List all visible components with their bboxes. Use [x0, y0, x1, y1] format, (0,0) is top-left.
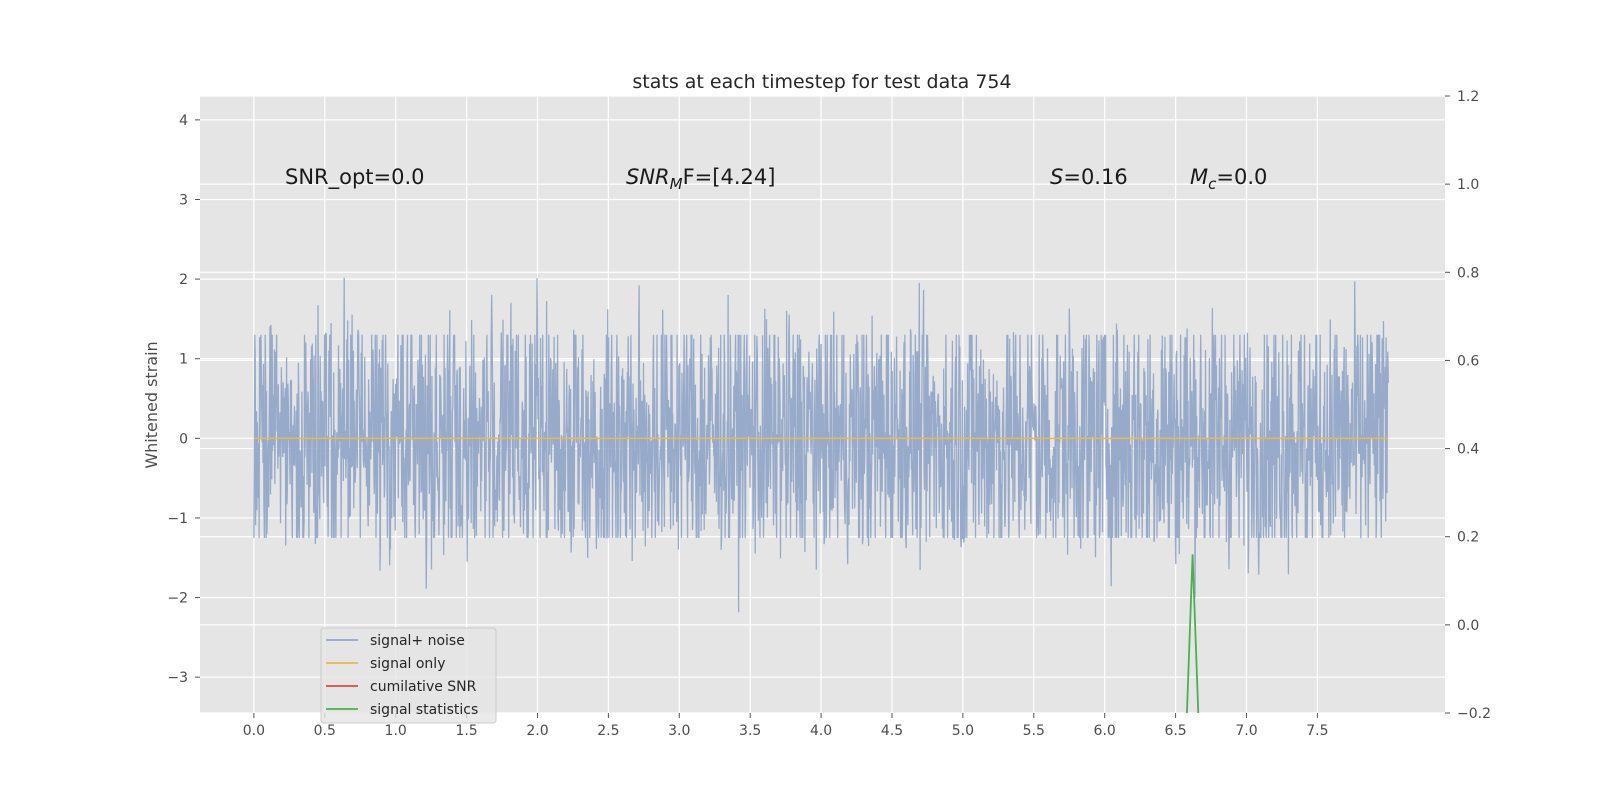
x-tick-label: 1.5	[455, 723, 477, 739]
y2-tick-label: 0.0	[1457, 618, 1479, 634]
y-tick-label: −2	[167, 591, 188, 607]
annotation-snr-mf: SNRMF=[4.24]	[626, 165, 775, 193]
legend-label-1: signal only	[370, 656, 445, 672]
legend-label-3: signal statistics	[370, 702, 478, 718]
annotation-s: S=0.16	[1050, 165, 1128, 189]
series-signal-statistics-line	[1186, 554, 1200, 714]
series-layer	[253, 277, 1389, 714]
y-tick-label: 2	[179, 272, 188, 288]
y-tick-label: 3	[179, 192, 188, 208]
x-tick-label: 3.5	[739, 723, 761, 739]
annotation-snr-opt: SNR_opt=0.0	[285, 165, 425, 190]
y2-tick-label: 1.2	[1457, 89, 1479, 105]
y-tick-label: −3	[167, 670, 188, 686]
ticks: 0.0 0.5 1.0 1.5 2.0 2.5 3.0 3.5 4.0 4.5 5.0 5.5 6.0 6…	[167, 89, 1491, 739]
x-tick-label: 7.5	[1306, 723, 1328, 739]
annotation-snr-mf-rest: F=[4.24]	[683, 165, 776, 189]
x-tick-label: 7.0	[1235, 723, 1257, 739]
x-tick-label: 1.0	[385, 723, 407, 739]
y-tick-label: 4	[179, 113, 188, 129]
y2-tick-label: 0.8	[1457, 265, 1479, 281]
y2-tick-label: 0.2	[1457, 530, 1479, 546]
annotation-s-main: S	[1050, 165, 1063, 189]
legend: signal+ noise signal only cumilative SNR…	[320, 627, 497, 724]
y2-tick-label: −0.2	[1457, 706, 1491, 722]
annotation-mc-sub: c	[1208, 175, 1217, 193]
y-tick-label: −1	[167, 511, 188, 527]
x-tick-label: 5.0	[952, 723, 974, 739]
y-axis-label: Whitened strain	[142, 341, 161, 468]
annotation-mc-rest: =0.0	[1216, 165, 1267, 189]
annotation-mc-main: M	[1190, 165, 1208, 189]
annotation-mc: Mc=0.0	[1190, 165, 1267, 193]
x-tick-label: 4.5	[881, 723, 903, 739]
x-tick-label: 2.5	[597, 723, 619, 739]
x-tick-label: 0.0	[243, 723, 265, 739]
x-tick-label: 0.5	[314, 723, 336, 739]
annotation-snr-mf-main: SNR	[626, 165, 670, 189]
y2-tick-label: 0.4	[1457, 442, 1479, 458]
legend-box	[320, 627, 497, 724]
x-tick-label: 6.0	[1094, 723, 1116, 739]
legend-label-2: cumilative SNR	[370, 679, 477, 695]
x-tick-label: 4.0	[810, 723, 832, 739]
annotation-snr-mf-sub: M	[670, 175, 683, 193]
x-tick-label: 5.5	[1023, 723, 1045, 739]
x-tick-label: 2.0	[526, 723, 548, 739]
y-tick-label: 0	[179, 431, 188, 447]
x-tick-label: 3.0	[668, 723, 690, 739]
series-signal-noise-line	[253, 277, 1389, 613]
legend-label-0: signal+ noise	[370, 633, 465, 649]
y2-tick-label: 0.6	[1457, 353, 1479, 369]
annotation-s-rest: =0.16	[1063, 165, 1127, 189]
y2-tick-label: 1.0	[1457, 177, 1479, 193]
y-tick-label: 1	[179, 352, 188, 368]
chart-title: stats at each timestep for test data 754	[632, 71, 1011, 93]
x-tick-label: 6.5	[1164, 723, 1186, 739]
